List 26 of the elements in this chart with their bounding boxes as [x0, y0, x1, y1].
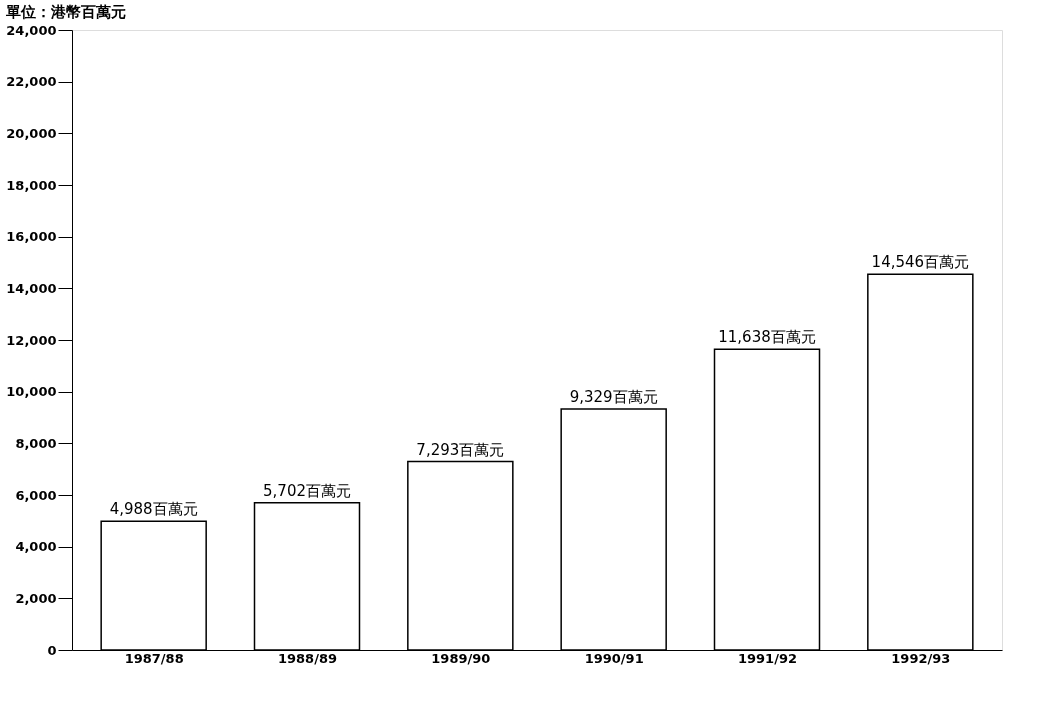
y-tick-label: 0: [47, 642, 57, 658]
y-tick-label: 8,000: [15, 435, 57, 451]
data-label: 9,329百萬元: [569, 388, 658, 406]
x-tick-label: 1987/88: [124, 650, 184, 666]
x-tick-label: 1989/90: [431, 650, 491, 666]
y-tick-label: 24,000: [6, 22, 57, 38]
data-label: 5,702百萬元: [263, 481, 351, 500]
y-tick-label: 18,000: [6, 177, 57, 193]
y-tick-label: 16,000: [6, 229, 57, 245]
y-tick-label: 20,000: [6, 125, 57, 141]
x-tick-label: 1992/93: [891, 650, 951, 666]
data-label: 11,638百萬元: [718, 328, 816, 347]
y-tick-label: 2,000: [15, 590, 57, 606]
y-tick-label: 12,000: [6, 332, 57, 348]
data-label: 7,293百萬元: [416, 440, 505, 459]
y-tick-label: 22,000: [6, 74, 57, 90]
data-label: 14,546百萬元: [871, 253, 970, 272]
y-axis-title: 單位：港幣百萬元: [4, 3, 126, 21]
y-tick-label: 14,000: [6, 280, 57, 296]
y-tick-label: 10,000: [6, 384, 57, 400]
x-tick-label: 1990/91: [584, 650, 644, 666]
x-tick-label: 1991/92: [737, 650, 798, 666]
y-tick-label: 4,000: [15, 539, 57, 555]
y-tick-label: 6,000: [15, 487, 57, 503]
x-tick-label: 1988/89: [277, 650, 338, 666]
data-label: 4,988百萬元: [109, 500, 198, 519]
